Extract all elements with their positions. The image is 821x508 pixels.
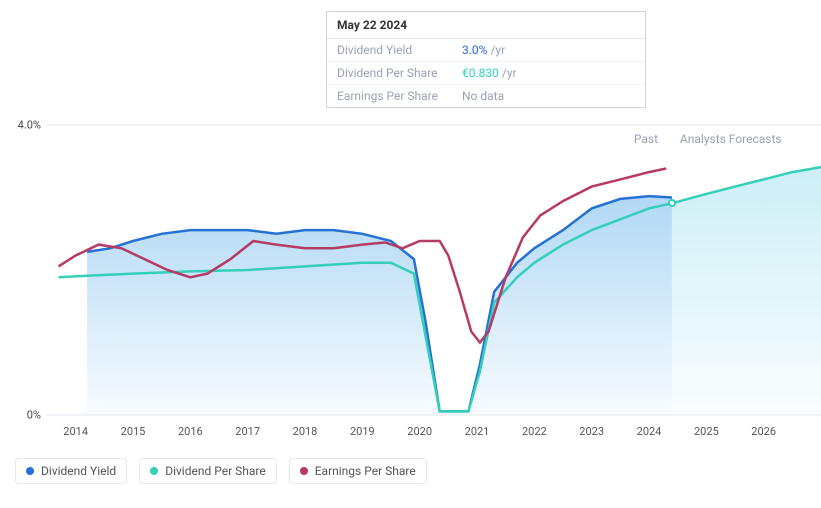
- tooltip-date: May 22 2024: [327, 12, 645, 39]
- forecast-area-fill: [672, 167, 821, 415]
- x-tick-label: 2015: [121, 425, 146, 438]
- hover-tooltip: May 22 2024 Dividend Yield 3.0% /yr Divi…: [326, 11, 646, 108]
- chart-legend: Dividend Yield Dividend Per Share Earnin…: [15, 458, 427, 484]
- past-area-fill: [87, 196, 672, 415]
- tooltip-label: Dividend Yield: [337, 43, 462, 57]
- past-region-label: Past: [634, 132, 658, 146]
- tooltip-value: No data: [462, 89, 504, 103]
- x-tick-label: 2019: [350, 425, 375, 438]
- x-tick-label: 2016: [178, 425, 203, 438]
- legend-label: Dividend Yield: [41, 464, 116, 478]
- x-tick-label: 2024: [637, 425, 662, 438]
- forecast-region-label: Analysts Forecasts: [680, 132, 782, 146]
- x-tick-label: 2014: [63, 425, 88, 438]
- x-tick-label: 2026: [751, 425, 776, 438]
- chart-plot-area[interactable]: [47, 125, 821, 415]
- x-tick-label: 2022: [522, 425, 547, 438]
- tooltip-unit: /yr: [502, 66, 517, 80]
- tooltip-value: 3.0%: [462, 43, 487, 57]
- hover-point-marker: [668, 199, 676, 207]
- x-tick-label: 2021: [465, 425, 490, 438]
- tooltip-label: Earnings Per Share: [337, 89, 462, 103]
- x-tick-label: 2025: [694, 425, 719, 438]
- legend-dot-icon: [300, 467, 308, 475]
- legend-item-earnings-per-share[interactable]: Earnings Per Share: [289, 458, 427, 484]
- y-tick-max: 4.0%: [18, 119, 41, 132]
- tooltip-unit: /yr: [490, 43, 505, 57]
- legend-item-dividend-per-share[interactable]: Dividend Per Share: [139, 458, 277, 484]
- legend-dot-icon: [26, 467, 34, 475]
- legend-dot-icon: [150, 467, 158, 475]
- tooltip-label: Dividend Per Share: [337, 66, 462, 80]
- legend-item-dividend-yield[interactable]: Dividend Yield: [15, 458, 127, 484]
- tooltip-row-yield: Dividend Yield 3.0% /yr: [327, 39, 645, 62]
- legend-label: Dividend Per Share: [165, 464, 266, 478]
- x-tick-label: 2023: [579, 425, 604, 438]
- x-tick-label: 2018: [293, 425, 318, 438]
- legend-label: Earnings Per Share: [315, 464, 416, 478]
- x-tick-label: 2020: [407, 425, 432, 438]
- tooltip-row-dps: Dividend Per Share €0.830 /yr: [327, 62, 645, 85]
- y-tick-min: 0%: [27, 409, 41, 422]
- x-tick-label: 2017: [235, 425, 260, 438]
- tooltip-row-eps: Earnings Per Share No data: [327, 85, 645, 107]
- tooltip-value: €0.830: [462, 66, 499, 80]
